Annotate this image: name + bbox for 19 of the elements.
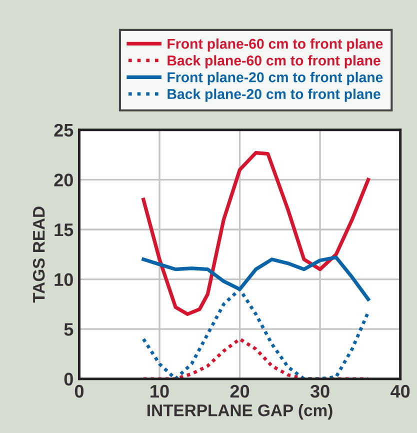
y-tick-label: 25 bbox=[54, 124, 74, 137]
y-axis-title: TAGS READ bbox=[32, 206, 45, 303]
line-series bbox=[142, 337, 370, 379]
line-series bbox=[142, 151, 370, 316]
y-tick-label: 15 bbox=[54, 224, 74, 236]
x-tick-label: 20 bbox=[230, 384, 250, 398]
x-tick-label: 30 bbox=[310, 384, 330, 398]
x-tick-label: 40 bbox=[390, 384, 410, 398]
x-axis-title: INTERPLANE GAP (cm) bbox=[148, 404, 332, 420]
y-tick-label: 20 bbox=[54, 174, 73, 186]
y-tick-label: 5 bbox=[64, 323, 74, 336]
y-tick-label: 10 bbox=[54, 273, 73, 286]
y-tick-label: 0 bbox=[64, 372, 73, 386]
legend-label: Front plane-60 cm to front plane bbox=[168, 38, 383, 52]
legend-label: Back plane-60 cm to front plane bbox=[168, 55, 380, 68]
legend-label: Front plane-20 cm to front plane bbox=[168, 72, 383, 86]
legend-label: Back plane-20 cm to front plane bbox=[168, 88, 380, 102]
x-tick-label: 10 bbox=[150, 384, 169, 398]
x-tick-label: 0 bbox=[74, 384, 84, 398]
